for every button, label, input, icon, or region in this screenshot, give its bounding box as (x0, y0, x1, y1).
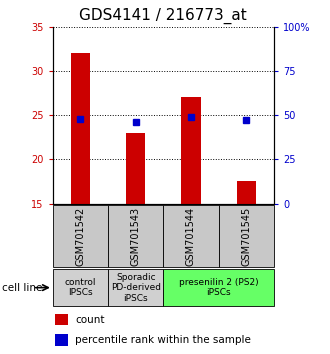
Bar (218, 205, 274, 267)
Bar (71, 53, 90, 204)
Text: Sporadic
PD-derived
iPSCs: Sporadic PD-derived iPSCs (111, 273, 161, 303)
Text: count: count (75, 314, 104, 325)
Bar (55, 334, 68, 346)
Bar (126, 133, 146, 204)
Text: presenilin 2 (PS2)
iPSCs: presenilin 2 (PS2) iPSCs (179, 278, 258, 297)
Text: cell line: cell line (2, 282, 42, 293)
Bar (237, 181, 256, 204)
Bar (108, 269, 163, 306)
Text: GSM701543: GSM701543 (131, 207, 141, 266)
Bar (53, 205, 108, 267)
Text: GSM701544: GSM701544 (186, 207, 196, 266)
Text: GSM701545: GSM701545 (241, 207, 251, 266)
Text: GSM701542: GSM701542 (76, 207, 85, 266)
Bar (55, 314, 68, 325)
Bar (53, 269, 108, 306)
Title: GDS4141 / 216773_at: GDS4141 / 216773_at (80, 7, 247, 24)
Bar (108, 205, 163, 267)
Text: percentile rank within the sample: percentile rank within the sample (75, 335, 251, 345)
Bar (181, 97, 201, 204)
Bar (163, 205, 218, 267)
Text: control
IPSCs: control IPSCs (65, 278, 96, 297)
Bar (163, 269, 274, 306)
